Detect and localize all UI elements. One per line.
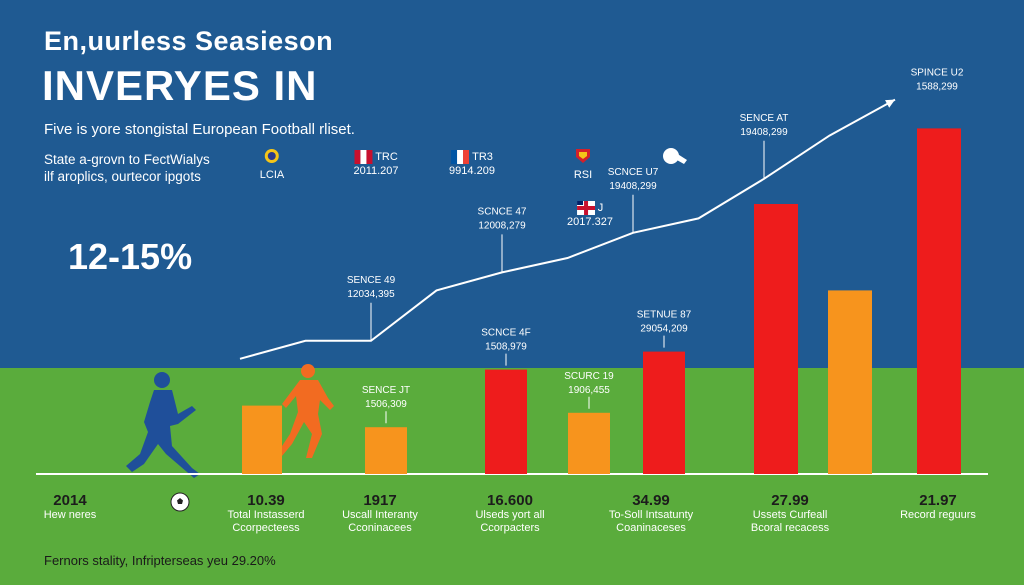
flag-code: TR3: [472, 151, 493, 164]
bar-label-bottom: 1508,979: [485, 342, 527, 353]
stat-label: Ccorpecteess: [232, 522, 300, 534]
flag-code: J: [597, 202, 604, 215]
trend-line: [239, 98, 896, 360]
trend-label-bottom: 12008,279: [478, 220, 526, 231]
stat-item-1: 2014 Hew neres: [44, 492, 97, 522]
player-silhouette-icon: [122, 370, 204, 487]
bar-7: [828, 290, 872, 474]
bar-label-bottom: 29054,209: [640, 324, 688, 335]
stat-item-4: 16.600 Ulseds yort all Ccorpacters: [475, 492, 544, 535]
bar-label-top: SETNUE 87: [637, 310, 692, 321]
stat-item-5: 34.99 To-Soll Intsatunty Coaninaceses: [609, 492, 693, 535]
stat-value: 10.39: [247, 492, 285, 509]
flag-item-3: TR3 9914.209: [449, 150, 495, 178]
bar-6: [754, 204, 798, 474]
stat-label: Total Instasserd: [227, 509, 305, 521]
trend-label-top: SCNCE 47: [478, 206, 527, 217]
trend-label-bottom: 1588,299: [916, 82, 958, 93]
description-line-1: State a-grovn to FectWialys: [44, 152, 210, 167]
trend-label-top: SENCE 49: [347, 275, 396, 286]
stat-value: 1917: [363, 492, 397, 509]
bar-label-top: SCNCE 4F: [481, 328, 530, 339]
flag-caption: 9914.209: [449, 165, 495, 178]
stat-label: Uscall Interanty: [342, 509, 418, 521]
stat-label: To-Soll Intsatunty: [608, 509, 694, 521]
flag-caption: 2017.327: [567, 216, 613, 229]
bar-3: [485, 369, 527, 474]
page-title: INVERYES IN: [42, 62, 318, 109]
flag-icon: [354, 150, 373, 165]
stat-label: Coaninaceses: [616, 522, 686, 534]
stat-value: 2014: [53, 492, 87, 509]
flag-item-5: J 2017.327: [567, 201, 613, 229]
stat-label: Hew neres: [43, 509, 97, 521]
flag-code: TRC: [375, 151, 398, 164]
bar-4: [568, 412, 610, 474]
stat-item-3: 1917 Uscall Interanty Cconinacees: [342, 492, 418, 535]
trend-label-top: SCNCE U7: [608, 167, 659, 178]
bar-5: [643, 351, 685, 474]
stat-value: 16.600: [487, 492, 533, 509]
bar-label-top: SENCE JT: [362, 385, 410, 396]
flag-caption: RSI: [573, 169, 593, 181]
subtitle: Five is yore stongistal European Footbal…: [44, 121, 355, 138]
bar-label-bottom: 1506,309: [365, 399, 407, 410]
trend-label-bottom: 19408,299: [609, 181, 657, 192]
bar-2: [365, 427, 407, 474]
stat-item-7: 21.97 Record reguurs: [900, 492, 976, 522]
stat-label: Bcoral recacess: [750, 522, 830, 534]
football-icon: [170, 492, 190, 517]
bar-label-bottom: 1906,455: [568, 385, 610, 396]
footnote: Fernors stality, Infripterseas yeu 29.20…: [44, 553, 276, 568]
club-crest-icon: [260, 148, 284, 168]
player-silhouette-icon: [278, 362, 338, 467]
highlight-percent: 12-15%: [68, 236, 193, 277]
flag-icon: [451, 150, 470, 165]
stat-label: Record reguurs: [900, 509, 976, 521]
stat-item-6: 27.99 Ussets Curfeall Bcoral recacess: [751, 492, 829, 535]
stat-item-2: 10.39 Total Instasserd Ccorpecteess: [227, 492, 304, 535]
union-flag-icon: [576, 201, 595, 216]
description-line-2: ilf aroplics, ourtecor ipgots: [44, 169, 201, 184]
bar-1: [242, 405, 282, 474]
stat-label: Ulseds yort all: [475, 509, 545, 521]
club-crest-icon: [572, 148, 594, 168]
stat-label: Ccorpacters: [480, 522, 540, 534]
stat-value: 27.99: [771, 492, 809, 509]
stat-value: 34.99: [632, 492, 670, 509]
description: State a-grovn to FectWialys ilf aroplics…: [44, 151, 210, 185]
trend-label-bottom: 19408,299: [740, 127, 788, 138]
title-line-1: En,uurless Seasieson: [44, 26, 334, 56]
trend-label-top: SPINCE U2: [911, 68, 964, 79]
whistle-icon: [660, 145, 690, 174]
trend-label-top: SENCE AT: [740, 113, 789, 124]
flag-item-2: TRC 2011.207: [353, 150, 399, 178]
flag-item-4: RSI: [572, 148, 594, 182]
stat-label: Cconinacees: [348, 522, 412, 534]
flag-caption: 2011.207: [353, 165, 399, 178]
flag-item-1: LCIA: [260, 148, 284, 182]
stat-value: 21.97: [919, 492, 957, 509]
bar-8: [917, 128, 961, 474]
stat-label: Ussets Curfeall: [752, 509, 828, 521]
trend-arrowhead: [885, 99, 895, 108]
trend-label-bottom: 12034,395: [347, 289, 395, 300]
bar-label-top: SCURC 19: [564, 371, 614, 382]
flag-caption: LCIA: [259, 169, 285, 181]
